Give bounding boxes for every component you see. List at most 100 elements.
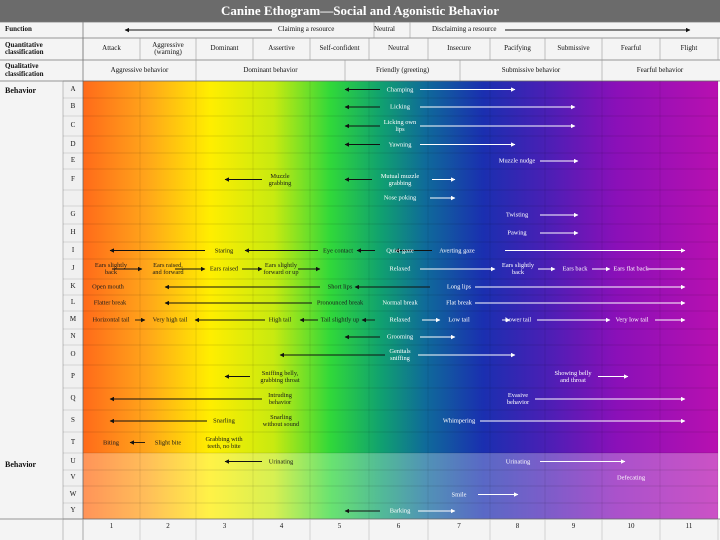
quant-col-header: Assertive <box>268 44 295 53</box>
row-letter: F <box>71 174 75 183</box>
column-number: 7 <box>457 522 461 530</box>
behavior-label-very-high-tail: Very high tail <box>152 316 188 324</box>
behavior-label-lower: Behavior <box>5 460 37 469</box>
behavior-label-intruding: Intruding behavior <box>268 391 292 406</box>
behavior-label-ears-slightly-forward: Ears slightly forward or up <box>263 261 299 276</box>
row-letter: C <box>70 121 76 129</box>
lower-section-overlay <box>83 453 718 519</box>
behavior-label-slight-bite: Slight bite <box>154 438 182 446</box>
quant-col-header: Dominant <box>210 44 239 53</box>
behavior-label-grabbing-teeth: Grabbing with teeth, no bite <box>205 435 243 450</box>
behavior-label-very-low-tail: Very low tail <box>615 316 649 324</box>
behavior-label-ears-slightly-back-l: Ears slightly back <box>94 261 128 276</box>
row-letter: B <box>70 102 76 110</box>
column-number: 4 <box>279 522 284 530</box>
quant-col-header: Insecure <box>447 44 471 53</box>
row-letter: O <box>70 350 76 358</box>
behavior-label-whimpering: Whimpering <box>442 417 476 425</box>
qual-col-header: Fearful behavior <box>636 65 684 74</box>
row-letter: V <box>70 473 76 481</box>
qual-col-header: Friendly (greeting) <box>375 65 430 74</box>
row-letter: U <box>70 456 76 465</box>
row-letter: N <box>70 332 76 340</box>
behavior-label-relaxed-m: Relaxed <box>389 316 411 324</box>
row-letter: I <box>71 245 75 254</box>
row-letter: G <box>70 210 76 218</box>
row-letter: A <box>70 84 76 93</box>
behavior-label-snarling: Snarling <box>213 417 235 425</box>
left-margin <box>0 81 63 519</box>
row-letter: H <box>70 228 76 236</box>
quant-col-header: Attack <box>102 44 121 53</box>
behavior-label-averting-gaze: Averting gaze <box>439 246 475 254</box>
row-letter: J <box>71 264 75 272</box>
behavior-label-quiet-gaze: Quiet gaze <box>386 246 414 254</box>
behavior-label-smile: Smile <box>451 490 467 498</box>
function-header: Function <box>5 25 32 34</box>
behavior-label-ears-raised: Ears raised <box>209 265 239 273</box>
behavior-label-ears-slightly-back-r: Ears slightly back <box>501 261 535 276</box>
behavior-label-genitals-sniffing: Genitals sniffing <box>389 347 411 362</box>
column-number: 11 <box>685 522 693 530</box>
row-letter: W <box>69 489 77 498</box>
spectrum-background <box>83 81 718 519</box>
behavior-label: Behavior <box>5 86 37 95</box>
row-letter: T <box>70 437 76 446</box>
behavior-label-barking: Barking <box>389 507 411 515</box>
behavior-label-mutual-muzzle-grabbing: Mutual muzzle grabbing <box>380 172 420 187</box>
behavior-label-pawing: Pawing <box>507 229 527 237</box>
behavior-label-eye-contact: Eye contact <box>323 246 353 254</box>
behavior-label-licking-own-lips: Licking own lips <box>383 118 417 133</box>
behavior-label-muzzle-nudge: Muzzle nudge <box>498 157 536 165</box>
behavior-label-licking: Licking <box>390 103 410 111</box>
behavior-label-open-mouth: Open mouth <box>92 283 124 291</box>
quant-col-header: Self-confident <box>319 44 360 53</box>
behavior-label-flat-break: Flat break <box>446 299 472 307</box>
row-letter: L <box>70 298 76 306</box>
header-background <box>0 22 720 81</box>
behavior-label-low-tail: Low tail <box>448 316 470 324</box>
row-letter: D <box>70 139 76 148</box>
footer-background <box>0 519 720 540</box>
behavior-label-pronounced-break: Pronounced break <box>316 299 364 307</box>
row-letter: M <box>69 315 77 323</box>
behavior-label-showing-belly: Showing belly and throat <box>554 369 592 384</box>
behavior-label-defecating: Defecating <box>616 474 646 482</box>
behavior-label-muzzle-grabbing: Muzzle grabbing <box>268 172 292 187</box>
qual-col-header: Submissive behavior <box>501 65 561 74</box>
behavior-label-twisting: Twisting <box>505 211 529 219</box>
row-letter: Q <box>70 394 76 402</box>
behavior-label-nose-poking: Nose poking <box>383 194 417 202</box>
row-letter: P <box>71 371 75 380</box>
row-letter-column <box>63 81 83 519</box>
row-letter: K <box>70 282 76 290</box>
quantitative-classification-header: Quantitative classification <box>5 40 44 56</box>
behavior-label-staring: Staring <box>214 246 234 254</box>
column-number: 10 <box>627 522 635 530</box>
behavior-label-yawning: Yawning <box>388 140 412 148</box>
behavior-label-long-lips: Long lips <box>446 283 472 291</box>
quant-col-header: Pacifying <box>504 44 531 53</box>
column-number: 9 <box>571 522 576 530</box>
behavior-label-ears-back: Ears back <box>562 265 588 273</box>
qual-col-header: Dominant behavior <box>243 65 298 74</box>
row-letter: Y <box>70 506 76 514</box>
row-letter: S <box>71 416 75 424</box>
column-number: 1 <box>109 522 114 530</box>
behavior-label-short-lips: Short lips <box>327 283 353 291</box>
quant-col-header: Flight <box>680 44 698 53</box>
behavior-label-high-tail: High tail <box>268 316 292 324</box>
qual-col-header: Aggressive behavior <box>110 65 169 74</box>
quant-col-header: Neutral <box>388 44 409 53</box>
behavior-label-champing: Champing <box>386 85 414 93</box>
behavior-label-biting: Biting <box>103 438 119 446</box>
behavior-label-normal-break: Normal break <box>382 299 418 307</box>
quant-col-header: Submissive <box>557 44 590 53</box>
behavior-label-urinating-l: Urinating <box>268 457 294 465</box>
behavior-label-tail-slightly-up: Tail slightly up <box>320 316 360 324</box>
behavior-label-lower-tail: Lower tail <box>504 316 532 324</box>
column-number: 3 <box>222 522 227 530</box>
claiming-resource-label: Claiming a resource <box>278 25 335 33</box>
column-number: 5 <box>337 522 342 530</box>
